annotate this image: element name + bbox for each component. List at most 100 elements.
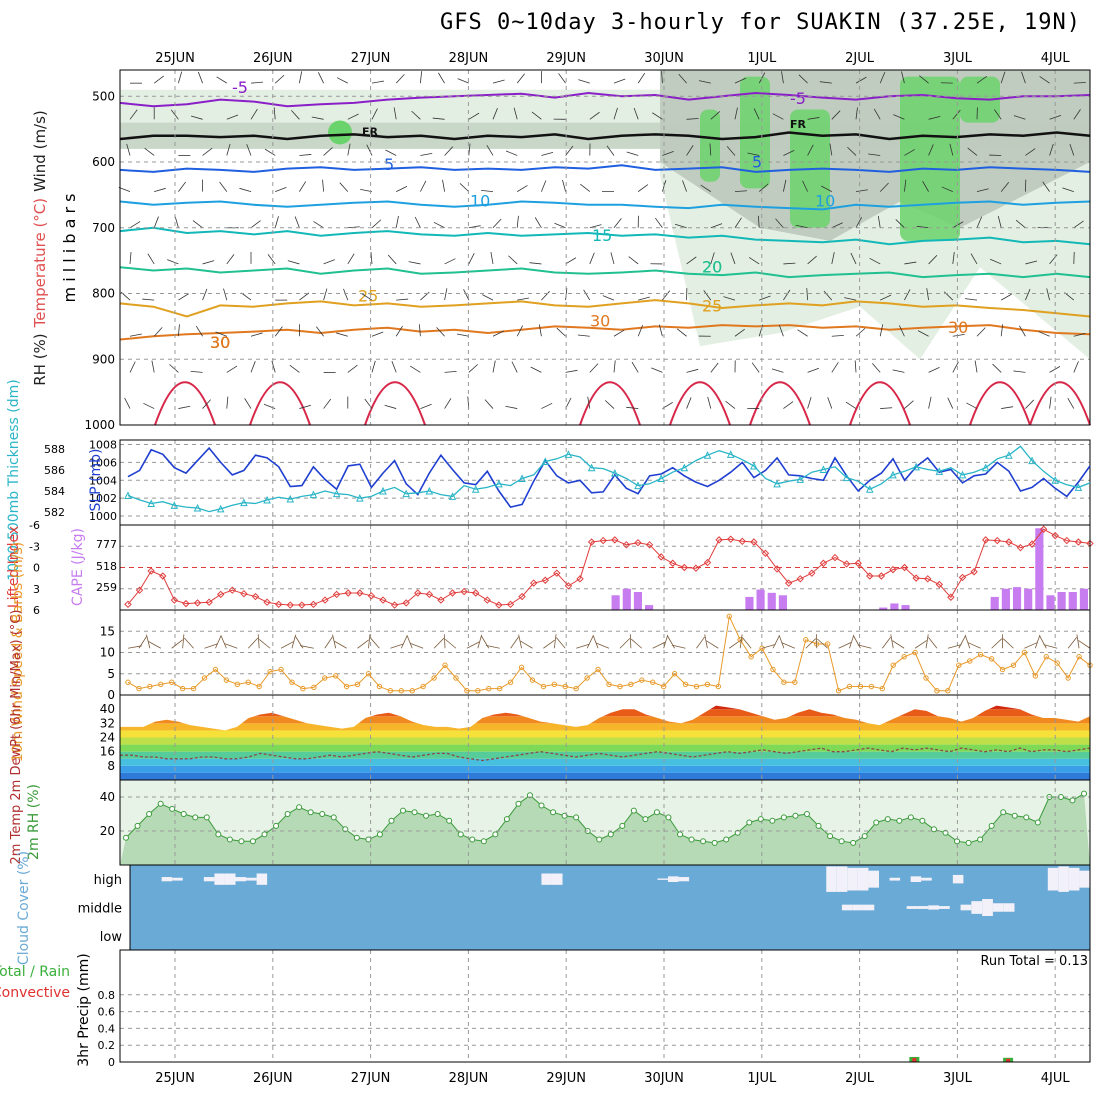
wind-barb [758, 72, 766, 84]
wind-barb [592, 635, 599, 649]
wind-speed-marker [387, 688, 394, 694]
y-tick-label: 0.4 [98, 1022, 116, 1035]
wind-barb [142, 298, 155, 301]
wind-speed-marker [158, 681, 164, 688]
wind-barb [710, 362, 719, 373]
wind-barb [339, 182, 349, 192]
rh-marker [238, 838, 245, 845]
wind-barb [1015, 219, 1026, 229]
contour-label: 10 [815, 192, 835, 211]
lifted-index-marker [750, 538, 758, 546]
rh-moist-area [900, 76, 960, 241]
wind-barb [553, 634, 557, 649]
wind-speed-marker [901, 654, 907, 660]
y-tick-label: 259 [96, 581, 117, 594]
wind-barb [126, 143, 131, 156]
wind-barb [541, 291, 550, 301]
y-tick-label: 0.8 [98, 989, 116, 1002]
wind-barb [418, 324, 421, 337]
wind-barb [190, 115, 203, 120]
rh-moist-area [328, 120, 352, 145]
lifted-index-marker [726, 535, 735, 543]
wind-barb [734, 328, 745, 337]
wind-barb [371, 360, 376, 373]
wind-speed-marker [1054, 660, 1060, 666]
panel-frame [119, 949, 1091, 1063]
wind-speed-marker [267, 668, 273, 675]
wind-barb [323, 398, 332, 409]
wind-barb [855, 107, 858, 120]
lifted-index-marker [298, 601, 306, 609]
cloud-clear-gap [928, 905, 939, 910]
lifted-index-marker [286, 601, 294, 609]
wind-barb [1073, 109, 1081, 120]
wind-speed-marker [464, 688, 470, 694]
wind-barb [857, 644, 872, 649]
wind-barb [589, 224, 602, 229]
wind-barb [807, 396, 812, 409]
wind-barb [1013, 370, 1026, 373]
wind-barb [1034, 634, 1041, 649]
wind-speed-marker [595, 666, 601, 673]
wind-barb [432, 117, 445, 120]
wind-barb [748, 257, 760, 265]
wind-barb [686, 368, 699, 373]
rh-marker [619, 822, 626, 829]
wind-barb [879, 71, 886, 84]
isotherm-line [119, 164, 1091, 173]
lifted-index-marker [483, 596, 492, 604]
cape-bar [1057, 592, 1066, 610]
contour-label: 30 [210, 333, 230, 352]
y-tick-label: 0 [108, 1056, 115, 1069]
wind-barb [420, 180, 427, 192]
cape-bar [901, 605, 910, 610]
wind-barb [626, 406, 639, 409]
lifted-index-marker [1039, 525, 1048, 533]
wind-barb [323, 147, 333, 156]
wind-barb [516, 73, 525, 84]
wind-barb [952, 109, 961, 120]
thickness-marker [263, 495, 271, 504]
y-axis-label: 3hr Precip (mm) [76, 953, 92, 1066]
cloud-clear-gap [863, 904, 875, 911]
contour-label: FR [790, 118, 807, 131]
wind-barb [805, 638, 817, 649]
wind-barb [400, 635, 408, 649]
wind-barb [919, 75, 929, 84]
lifted-index-marker [379, 596, 387, 604]
y-tick-label: 1000 [89, 510, 117, 523]
side-label-part: RH (%) [31, 333, 49, 385]
wind-barb [926, 288, 929, 301]
rh-marker [630, 807, 637, 814]
thickness-marker [865, 485, 874, 493]
rh-marker [988, 822, 995, 829]
thickness-marker [750, 461, 758, 470]
wind-barb [508, 255, 518, 265]
rh-marker [965, 839, 972, 846]
thickness-marker [495, 479, 503, 488]
wind-barb [299, 154, 312, 156]
date-label-top: 1JUL [747, 51, 777, 66]
wind-barb [554, 222, 566, 229]
wind-barb [556, 327, 566, 337]
wind-barb [360, 188, 373, 193]
lifted-index-marker [1005, 538, 1013, 546]
wind-barb [947, 644, 962, 649]
wind-barb [892, 640, 905, 649]
wind-barb [845, 401, 857, 409]
wind-barb [578, 79, 590, 84]
y-tick-label: 582 [44, 506, 65, 519]
wind-barb [682, 180, 687, 192]
date-label-bottom: 25JUN [155, 1071, 195, 1086]
wind-barb [753, 108, 760, 120]
lifted-index-marker [1016, 543, 1025, 552]
wind-barb [941, 186, 953, 192]
wind-barb [890, 634, 894, 649]
wind-barb [710, 252, 715, 265]
wind-barb [299, 71, 303, 84]
contour-label: -5 [790, 89, 806, 108]
wind-speed-marker [409, 688, 415, 694]
wind-barb [291, 110, 300, 120]
wind-barb [291, 634, 296, 649]
wind-barb [153, 75, 165, 84]
